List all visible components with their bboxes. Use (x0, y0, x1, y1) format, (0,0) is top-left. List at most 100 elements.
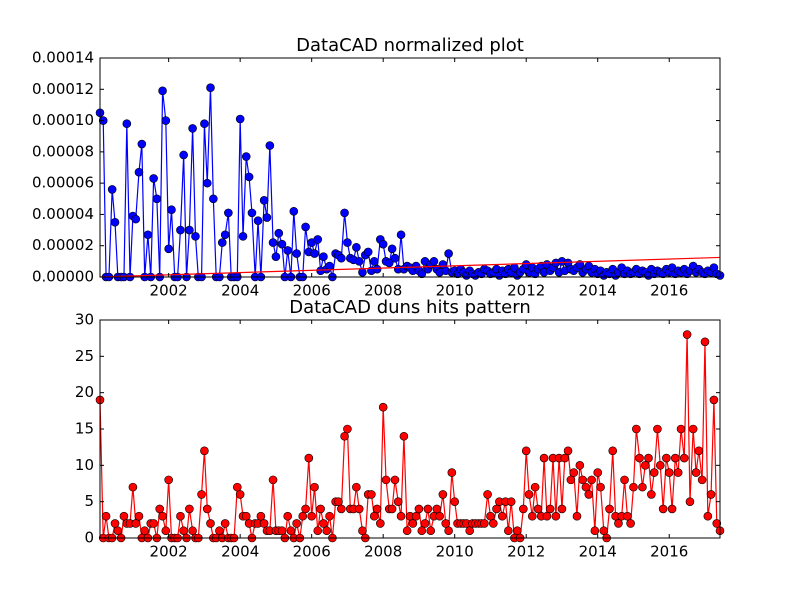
point (447, 468, 457, 477)
point (122, 119, 132, 128)
y-tick-label: 0.00010 (32, 111, 94, 129)
point (200, 446, 209, 456)
y-tick-label: 30 (75, 311, 94, 329)
point (590, 526, 600, 536)
point (519, 504, 528, 514)
point (337, 504, 346, 514)
point (712, 519, 722, 528)
chart-title: DataCAD duns hits pattern (289, 297, 531, 318)
point (185, 504, 194, 514)
point (110, 519, 120, 528)
point (369, 511, 379, 521)
point (381, 475, 391, 485)
y-tick-label: 0.00006 (32, 174, 94, 192)
point (298, 511, 308, 521)
point (259, 519, 269, 528)
point (161, 526, 171, 536)
point (206, 519, 215, 528)
point (149, 519, 158, 528)
point (530, 482, 540, 492)
point (640, 461, 650, 470)
point (277, 239, 287, 249)
point (206, 83, 215, 93)
point (560, 453, 570, 463)
point (322, 526, 331, 536)
point (253, 216, 263, 225)
y-tick-label: 15 (75, 420, 94, 438)
point (369, 257, 379, 266)
x-tick-label: 2004 (221, 282, 259, 300)
point (426, 526, 436, 536)
point (274, 228, 284, 238)
point (235, 114, 245, 124)
point (614, 519, 623, 528)
point (504, 526, 513, 536)
point (140, 526, 149, 536)
y-tick-label: 0.00004 (32, 205, 94, 223)
y-tick-label: 0.00002 (32, 236, 94, 254)
point (539, 453, 549, 463)
point (432, 504, 442, 514)
point (402, 526, 412, 536)
y-tick-label: 0 (84, 529, 94, 547)
point (417, 269, 427, 279)
point (697, 475, 707, 485)
point (521, 446, 531, 456)
point (235, 490, 245, 499)
point (185, 225, 194, 235)
point (489, 519, 498, 528)
point (343, 424, 352, 434)
point (179, 526, 188, 536)
point (393, 497, 403, 506)
point (396, 230, 406, 240)
point (262, 213, 272, 222)
point (429, 257, 439, 266)
point (149, 174, 158, 183)
point (605, 504, 614, 514)
point (220, 519, 230, 528)
point (557, 504, 567, 514)
point (676, 424, 686, 434)
point (107, 185, 117, 194)
series-line (99, 256, 721, 278)
point (655, 461, 665, 470)
point (325, 511, 334, 521)
point (310, 249, 319, 258)
point (113, 526, 123, 536)
plot-frame (100, 58, 720, 277)
point (563, 446, 573, 456)
point (480, 519, 489, 528)
point (682, 330, 692, 339)
point (167, 205, 176, 215)
point (217, 238, 227, 247)
x-tick-label: 2002 (150, 543, 188, 561)
point (691, 468, 701, 477)
x-tick-label: 2010 (436, 543, 474, 561)
point (551, 511, 561, 521)
point (486, 511, 495, 521)
point (304, 453, 314, 463)
point (647, 490, 656, 499)
point (506, 497, 516, 506)
point (527, 511, 537, 521)
y-tick-label: 5 (84, 492, 94, 510)
point (292, 249, 301, 258)
point (367, 490, 376, 499)
point (131, 214, 141, 224)
point (635, 453, 644, 463)
point (325, 261, 334, 271)
y-tick-label: 0.00012 (32, 80, 94, 98)
point (581, 482, 591, 492)
point (292, 519, 301, 528)
point (444, 249, 453, 258)
point (268, 475, 278, 485)
point (685, 497, 695, 506)
point (673, 468, 683, 477)
point (658, 504, 668, 514)
point (441, 519, 451, 528)
point (566, 475, 576, 485)
point (158, 86, 167, 96)
point (492, 504, 501, 514)
x-tick-label: 2016 (650, 543, 688, 561)
